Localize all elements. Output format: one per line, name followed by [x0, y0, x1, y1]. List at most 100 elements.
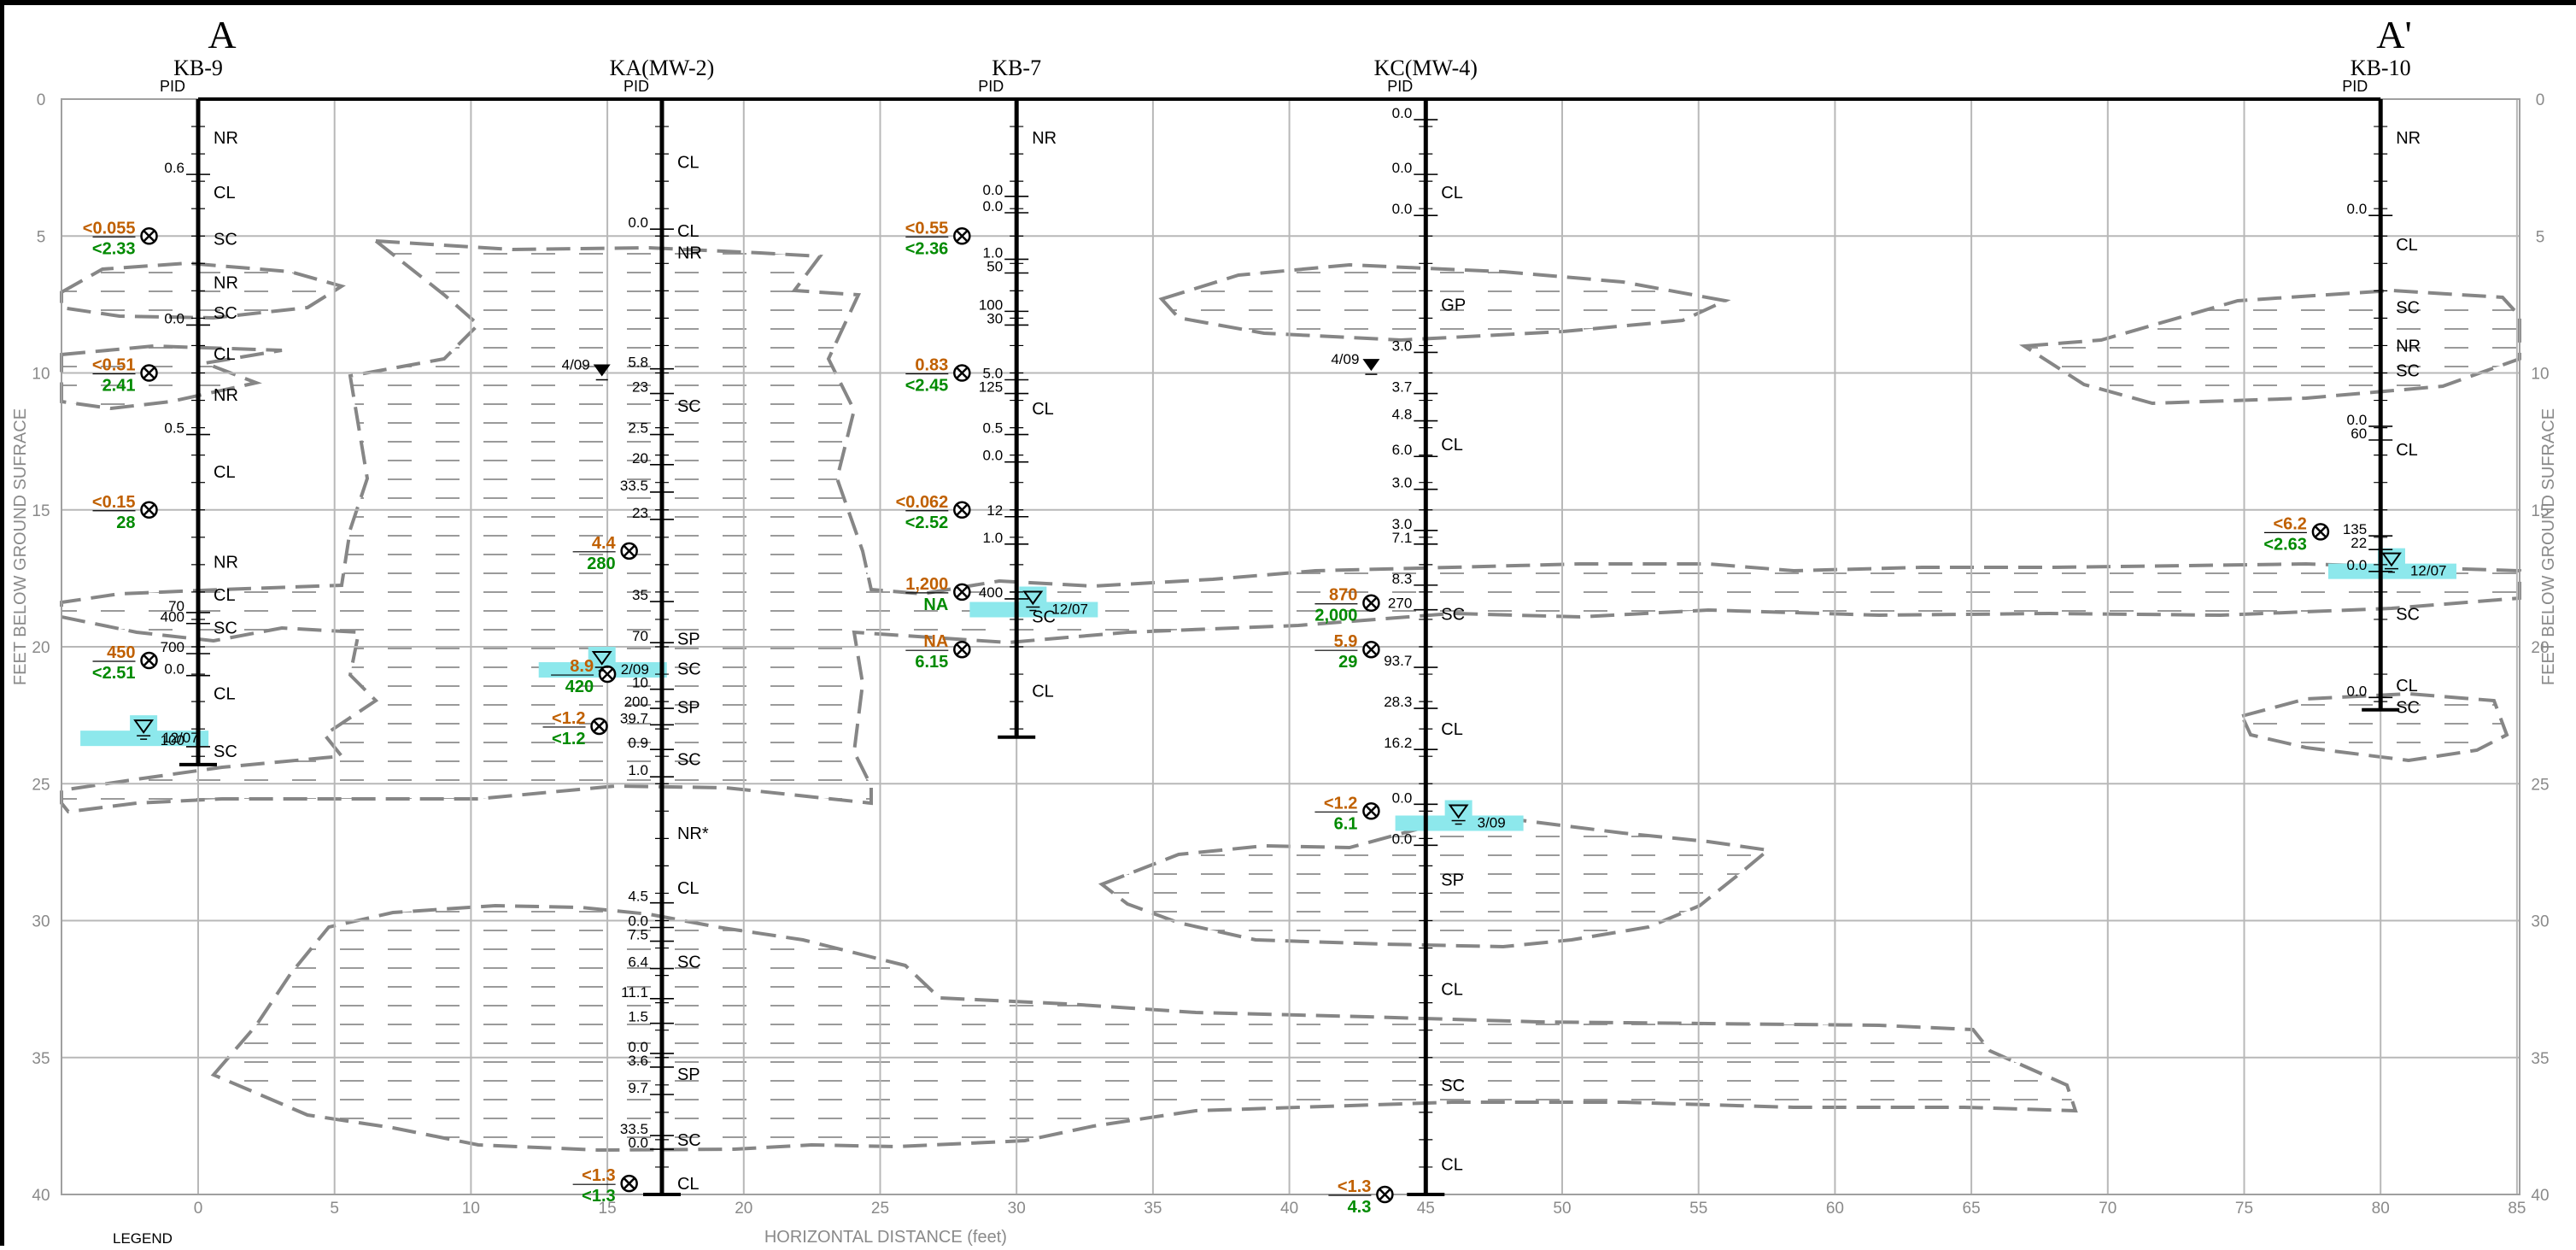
clay-lens [210, 903, 2078, 1153]
measured-level-symbol [593, 364, 611, 377]
plot-grid: 0 5 10 15 20 25 30 35 40 45 50 55 60 65 70 75 80 850 05 510… [32, 91, 2549, 1218]
pid-reading: 3.0 [1392, 516, 1413, 532]
measured-level-date: 4/09 [562, 357, 590, 373]
soil-class-label: CL [2396, 236, 2418, 255]
soil-class-label: SP [1441, 871, 1464, 889]
pid-reading: 0.0 [628, 913, 648, 930]
pid-reading: 39.7 [620, 710, 648, 726]
y-tick-label-right: 5 [2536, 228, 2545, 246]
sample-cross [956, 230, 969, 243]
soil-result: <0.55 [905, 219, 949, 238]
soil-result: <0.15 [92, 493, 136, 512]
pid-reading: 0.0 [2347, 683, 2368, 699]
pid-reading: 0.0 [1392, 105, 1413, 121]
pid-reading: 9.7 [628, 1080, 648, 1096]
sample-marker [1362, 802, 1380, 820]
soil-class-label: SC [2396, 361, 2420, 380]
soil-result: 8.9 [570, 657, 594, 676]
water-level-date: 3/09 [1478, 815, 1506, 831]
soil-class-label: CL [214, 184, 236, 202]
pid-reading: 200 [624, 694, 648, 710]
pid-reading: 3.0 [1392, 337, 1413, 354]
pid-reading: 12 [986, 502, 1003, 519]
pid-reading: 4.8 [1392, 407, 1413, 423]
soil-class-label: NR [2396, 129, 2421, 148]
sample-marker [953, 640, 971, 659]
soil-class-label: CL [677, 879, 700, 898]
soil-class-label: NR [2396, 337, 2421, 355]
pid-reading: 1.5 [628, 1009, 648, 1025]
soil-class-label: SC [677, 397, 701, 416]
water-result: <2.63 [2263, 535, 2307, 554]
soil-class-label: CL [214, 684, 236, 703]
sample-cross [2315, 525, 2327, 538]
sample-marker [953, 364, 971, 382]
pid-reading: 6.4 [628, 954, 648, 971]
pid-reading: 5.0 [983, 366, 1004, 382]
water-result: NA [923, 596, 948, 614]
sample-cross [1365, 805, 1378, 818]
soil-class-label: NR [1032, 129, 1057, 148]
pid-reading: 700 [161, 639, 184, 655]
pid-reading: 70 [632, 628, 648, 644]
soil-result: 0.83 [915, 356, 948, 375]
soil-class-label: SC [677, 954, 701, 972]
pid-reading: 0.0 [2347, 412, 2368, 428]
soil-result: <0.062 [896, 493, 949, 512]
soil-class-label: CL [1441, 436, 1463, 455]
sample-cross [623, 1177, 635, 1190]
boring-name: KB-7 [992, 56, 1041, 80]
soil-result: 450 [107, 643, 135, 662]
pid-reading: 20 [632, 450, 648, 467]
sample-marker [590, 717, 608, 736]
pid-reading: 33.5 [620, 1121, 648, 1137]
soil-class-label: NR [214, 554, 238, 572]
water-table-band [80, 731, 209, 747]
boring-name: KB-9 [173, 56, 223, 80]
sample-marker [140, 651, 158, 670]
soil-class-label: NR [677, 244, 702, 262]
pid-reading: 7.5 [628, 927, 648, 943]
section-label-right: A' [2376, 13, 2412, 56]
soil-class-label: CL [1441, 184, 1463, 202]
pid-reading: 3.6 [628, 1053, 648, 1069]
soil-class-label: SC [677, 660, 701, 679]
pid-reading: 33.5 [620, 478, 648, 494]
sample-cross [956, 503, 969, 516]
y-tick-label-left: 5 [37, 228, 46, 246]
sample-marker [1362, 594, 1380, 612]
pid-reading: 0.5 [983, 420, 1004, 437]
soil-class-label: SC [214, 230, 237, 249]
y-tick-label-right: 0 [2536, 91, 2545, 109]
soil-class-label: SC [2396, 606, 2420, 625]
y-tick-label-left: 35 [32, 1050, 50, 1068]
boring-name: KC(MW-4) [1374, 56, 1478, 80]
pid-reading: 0.0 [983, 448, 1004, 464]
pid-reading: 11.1 [621, 984, 648, 1001]
x-tick-label: 70 [2099, 1200, 2116, 1218]
pid-reading: 8.3 [1392, 571, 1413, 587]
water-level-symbol [1448, 804, 1469, 819]
soil-class-label: CL [2396, 441, 2418, 460]
soil-class-label: SC [2396, 299, 2420, 318]
sample-cross [143, 503, 155, 516]
x-tick-label: 75 [2235, 1200, 2253, 1218]
water-result: 280 [587, 555, 615, 573]
pid-column-label: PID [978, 78, 1004, 95]
pid-reading: 0.0 [983, 182, 1004, 198]
sample-cross [143, 654, 155, 666]
x-tick-label: 60 [1826, 1200, 1844, 1218]
sample-cross [143, 230, 155, 243]
water-result: <2.45 [905, 377, 949, 396]
pid-reading: 0.0 [628, 214, 648, 231]
pid-reading: 0.9 [628, 735, 648, 751]
soil-class-label: SC [677, 1131, 701, 1150]
x-tick-label: 85 [2508, 1200, 2526, 1218]
soil-class-label: NR [214, 129, 238, 148]
soil-result: 870 [1329, 586, 1357, 605]
x-tick-label: 40 [1280, 1200, 1298, 1218]
soil-result: <1.2 [552, 709, 585, 728]
sample-cross [623, 544, 635, 557]
y-tick-label-left: 15 [32, 502, 50, 520]
